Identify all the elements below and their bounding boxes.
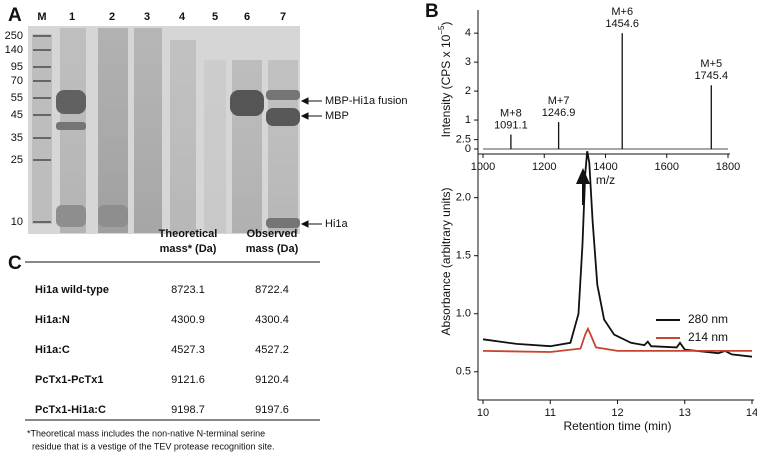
peak-mz: 1454.6	[605, 18, 639, 30]
footnote: *Theoretical mass includes the non-nativ…	[27, 428, 265, 438]
x-tick-label: 1200	[532, 161, 556, 173]
y-axis-label-part: −5	[437, 25, 446, 35]
table-cell: 8723.1	[171, 284, 205, 296]
lane-label: 6	[244, 11, 250, 23]
table-cell: 4527.3	[171, 344, 205, 356]
x-tick-label: 10	[477, 407, 489, 419]
lane-label: 3	[144, 11, 150, 23]
lane-label: 2	[109, 11, 115, 23]
lane-label: 4	[179, 11, 186, 23]
lane-label: 1	[69, 11, 75, 23]
peak-label: M+8	[500, 107, 522, 119]
y-tick-label: 2.5	[456, 134, 471, 146]
marker-label: 140	[5, 44, 23, 56]
panel-label: C	[8, 253, 22, 274]
panel-label: A	[8, 5, 22, 26]
legend-label: 280 nm	[688, 312, 728, 326]
table-cell: 4527.2	[255, 344, 289, 356]
marker-label: 45	[11, 109, 23, 121]
band-label: MBP-Hi1a fusion	[325, 95, 408, 107]
marker-label: 250	[5, 30, 23, 42]
panel-label: B	[425, 1, 439, 22]
table-header: Observed	[247, 228, 298, 240]
x-tick-label: 1000	[471, 161, 495, 173]
table-header: mass* (Da)	[160, 243, 217, 255]
table-row-label: Hi1a wild-type	[35, 284, 109, 296]
lane-label: 5	[212, 11, 218, 23]
x-tick-label: 1800	[716, 161, 740, 173]
table-row-label: Hi1a:C	[35, 344, 70, 356]
peak-mz: 1091.1	[494, 119, 528, 131]
table-cell: 4300.4	[255, 314, 289, 326]
y-axis-label-part: )	[439, 22, 453, 26]
y-tick-label: 1.0	[456, 308, 471, 320]
gel-arrows	[300, 97, 322, 228]
y-tick-label: 4	[465, 27, 471, 39]
x-axis-label: m/z	[596, 173, 615, 187]
band-label: MBP	[325, 110, 349, 122]
table-row-label: Hi1a:N	[35, 314, 70, 326]
peak-label: M+5	[700, 58, 722, 70]
table-cell: 9197.6	[255, 404, 289, 416]
peak-mz: 1246.9	[542, 107, 576, 119]
marker-label: 10	[11, 216, 23, 228]
peak-label: M+7	[548, 95, 570, 107]
y-tick-label: 1	[465, 114, 471, 126]
lane-label: M	[37, 11, 46, 23]
marker-label: 55	[11, 92, 23, 104]
x-tick-label: 1400	[593, 161, 617, 173]
marker-label: 95	[11, 61, 23, 73]
marker-label: 70	[11, 75, 23, 87]
peak-mz: 1745.4	[694, 70, 728, 82]
table-row-label: PcTx1-PcTx1	[35, 374, 103, 386]
x-tick-label: 11	[545, 407, 556, 419]
y-tick-label: 0	[465, 143, 471, 155]
marker-label: 35	[11, 132, 23, 144]
x-axis-label: Retention time (min)	[563, 419, 671, 433]
table-cell: 9198.7	[171, 404, 205, 416]
table-header: Theoretical	[159, 228, 218, 240]
table-cell: 9120.4	[255, 374, 289, 386]
table-cell: 8722.4	[255, 284, 289, 296]
table-cell: 4300.9	[171, 314, 205, 326]
marker-label: 25	[11, 154, 23, 166]
table-cell: 9121.6	[171, 374, 205, 386]
legend-label: 214 nm	[688, 330, 728, 344]
series-line	[482, 326, 752, 353]
y-axis-label-part: Intensity (CPS x 10	[439, 34, 453, 137]
x-tick-label: 14	[746, 407, 757, 419]
x-tick-label: 1600	[655, 161, 679, 173]
y-tick-label: 1.5	[456, 250, 471, 262]
y-axis-label-part: Absorbance (arbitrary units)	[439, 187, 453, 335]
x-tick-label: 13	[679, 407, 691, 419]
band-label: Hi1a	[325, 218, 349, 230]
y-tick-label: 3	[465, 56, 471, 68]
link-arrow	[576, 168, 590, 205]
table-row-label: PcTx1-Hi1a:C	[35, 404, 106, 416]
y-axis-label: Intensity (CPS x 10−5)	[437, 22, 453, 138]
x-tick-label: 12	[611, 407, 623, 419]
y-tick-label: 2	[465, 85, 471, 97]
peak-label: M+6	[611, 6, 633, 18]
y-axis-label: Absorbance (arbitrary units)	[439, 187, 453, 335]
lane-label: 7	[280, 11, 286, 23]
y-tick-label: 0.5	[456, 366, 471, 378]
footnote: residue that is a vestige of the TEV pro…	[32, 441, 274, 451]
gel-lanes	[32, 28, 300, 233]
y-tick-label: 2.0	[456, 192, 471, 204]
table-header: mass (Da)	[246, 243, 299, 255]
